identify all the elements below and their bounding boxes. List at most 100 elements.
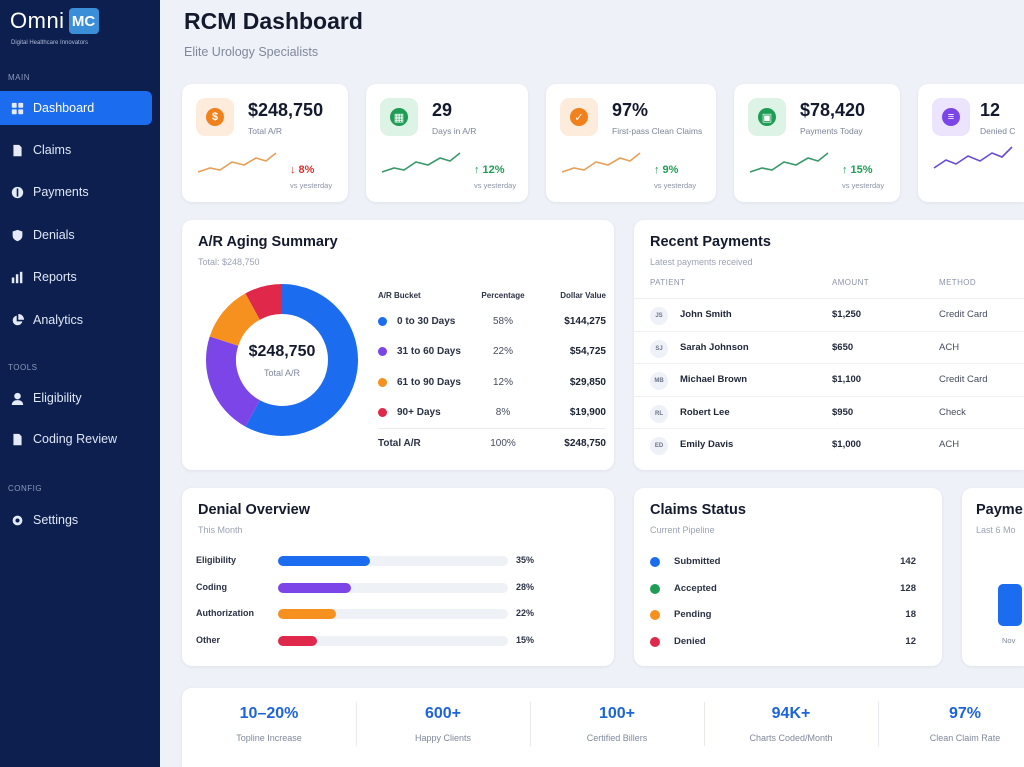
stat-card[interactable]: $ $248,750 Total A/R ↓ 8% vs yesterday bbox=[182, 84, 348, 202]
kpi-item: 600+ Happy Clients bbox=[356, 688, 530, 767]
progress-fill bbox=[278, 582, 352, 593]
column-header: METHOD bbox=[939, 278, 977, 287]
sidebar-item-claims[interactable]: Claims bbox=[0, 133, 152, 167]
section-label-config: CONFIG bbox=[8, 484, 43, 493]
sidebar-item-label: Payments bbox=[33, 185, 89, 199]
recent-payments-card: Recent Payments Latest payments received… bbox=[634, 220, 1024, 470]
dollar-cell: $54,725 bbox=[569, 346, 606, 358]
payment-amount: $950 bbox=[832, 406, 854, 418]
claims-status-row[interactable]: Pending 18 bbox=[650, 608, 916, 622]
kpi-divider bbox=[356, 702, 357, 746]
payment-bar[interactable] bbox=[998, 584, 1022, 626]
stat-icon: ▦ bbox=[380, 98, 418, 136]
progress-track bbox=[278, 635, 508, 646]
ar-aging-card: A/R Aging Summary Total: $248,750 $248,7… bbox=[182, 220, 614, 470]
payment-method: ACH bbox=[939, 341, 960, 353]
percentage-cell: 8% bbox=[495, 407, 511, 419]
stat-glyph-icon: ▦ bbox=[390, 108, 408, 126]
patient-name: Michael Brown bbox=[680, 374, 748, 385]
claims-status-row[interactable]: Submitted 142 bbox=[650, 555, 916, 569]
status-label: Denied bbox=[674, 635, 706, 647]
stat-glyph-icon: $ bbox=[206, 108, 224, 126]
sidebar-item-coding-review[interactable]: Coding Review bbox=[0, 422, 152, 456]
kpi-label: Charts Coded/Month bbox=[749, 733, 833, 743]
stat-value: 29 bbox=[432, 100, 453, 120]
progress-track bbox=[278, 609, 508, 619]
status-dot bbox=[650, 583, 660, 594]
bucket-cell: 0 to 30 Days bbox=[378, 316, 473, 327]
sidebar-item-payments[interactable]: Payments bbox=[0, 175, 152, 209]
denial-percentage: 28% bbox=[516, 581, 535, 592]
kpi-item: 100+ Certified Billers bbox=[530, 688, 704, 767]
bucket-label: 31 to 60 Days bbox=[397, 346, 461, 358]
bucket-label: 61 to 90 Days bbox=[397, 376, 461, 388]
denial-label: Coding bbox=[196, 581, 227, 592]
status-dot bbox=[650, 610, 660, 620]
sidebar-item-dashboard[interactable]: Dashboard bbox=[0, 91, 152, 125]
sidebar-item-reports[interactable]: Reports bbox=[0, 260, 152, 294]
status-count: 128 bbox=[900, 582, 916, 594]
kpi-label: Clean Claim Rate bbox=[929, 733, 1001, 743]
bucket-cell: Total A/R bbox=[378, 438, 421, 450]
avatar: RL bbox=[650, 404, 668, 423]
stat-glyph-icon: ≡ bbox=[942, 108, 960, 126]
card-subtitle: Total: $248,750 bbox=[198, 257, 260, 267]
patient-name: Sarah Johnson bbox=[680, 341, 749, 353]
table-row[interactable]: ED Emily Davis $1,000 ACH bbox=[634, 428, 1024, 460]
donut-slice-90-days[interactable] bbox=[245, 284, 283, 321]
kpi-divider bbox=[530, 702, 531, 746]
sparkline bbox=[197, 152, 277, 173]
table-row[interactable]: MB Michael Brown $1,100 Credit Card bbox=[634, 363, 1024, 395]
stat-comparison: vs yesterday bbox=[654, 181, 697, 190]
sparkline-path bbox=[381, 152, 461, 173]
document-icon bbox=[10, 432, 24, 446]
stat-glyph-icon: ▣ bbox=[758, 108, 776, 126]
bucket-label: 90+ Days bbox=[397, 407, 441, 419]
stat-change: ↑ 9% bbox=[654, 164, 679, 176]
dollar-cell: $19,900 bbox=[569, 407, 606, 419]
sidebar: Omni MC Digital Healthcare Innovators MA… bbox=[0, 0, 160, 767]
card-subtitle: Latest payments received bbox=[650, 257, 753, 267]
donut-slice-0-to-30-days[interactable] bbox=[245, 284, 358, 436]
table-row: 0 to 30 Days 58% $144,275 bbox=[378, 306, 606, 337]
legend-dot bbox=[378, 347, 387, 357]
payment-method: Credit Card bbox=[939, 309, 988, 320]
table-row[interactable]: SJ Sarah Johnson $650 ACH bbox=[634, 330, 1024, 363]
stat-card[interactable]: ✓ 97% First-pass Clean Claims ↑ 9% vs yester… bbox=[546, 84, 716, 202]
column-header: Percentage bbox=[481, 290, 525, 300]
donut-center-label: Total A/R bbox=[263, 368, 301, 378]
stat-card[interactable]: ≡ 12 Denied C bbox=[918, 84, 1024, 202]
percentage-cell: 58% bbox=[492, 315, 513, 327]
stat-icon: $ bbox=[196, 98, 234, 136]
kpi-label: Happy Clients bbox=[414, 733, 472, 743]
donut-slice-31-to-60-days[interactable] bbox=[206, 336, 261, 427]
card-title: Denial Overview bbox=[198, 502, 311, 518]
stat-comparison: vs yesterday bbox=[290, 181, 333, 190]
table-row[interactable]: JS John Smith $1,250 Credit Card bbox=[634, 298, 1024, 330]
table-row[interactable]: RL Robert Lee $950 Check bbox=[634, 395, 1024, 428]
dollar-cell: $29,850 bbox=[569, 376, 606, 388]
page-subtitle: Elite Urology Specialists bbox=[184, 45, 319, 59]
status-label: Pending bbox=[674, 609, 712, 620]
sidebar-item-analytics[interactable]: Analytics bbox=[0, 303, 152, 337]
payment-method: Credit Card bbox=[939, 374, 988, 385]
sidebar-item-label: Dashboard bbox=[33, 101, 95, 115]
sidebar-item-label: Eligibility bbox=[33, 391, 82, 405]
stat-value: $78,420 bbox=[800, 100, 866, 120]
claims-status-row[interactable]: Accepted 128 bbox=[650, 582, 916, 596]
table-row: 90+ Days 8% $19,900 bbox=[378, 398, 606, 429]
sparkline bbox=[933, 146, 1013, 169]
stat-card[interactable]: ▦ 29 Days in A/R ↑ 12% vs yesterday bbox=[366, 84, 528, 202]
brand-logo[interactable]: Omni MC bbox=[10, 8, 99, 34]
sidebar-item-denials[interactable]: Denials bbox=[0, 218, 152, 252]
denial-row: Eligibility 35% bbox=[196, 554, 536, 568]
sidebar-item-eligibility[interactable]: Eligibility bbox=[0, 381, 152, 415]
sidebar-item-settings[interactable]: Settings bbox=[0, 503, 152, 537]
gear-icon bbox=[10, 513, 24, 527]
claims-status-row[interactable]: Denied 12 bbox=[650, 635, 916, 649]
donut-slice-61-to-90-days[interactable] bbox=[209, 293, 261, 347]
sparkline bbox=[561, 152, 641, 173]
kpi-item: 10–20% Topline Increase bbox=[182, 688, 356, 767]
stat-card[interactable]: ▣ $78,420 Payments Today ↑ 15% vs yesterday bbox=[734, 84, 900, 202]
brand-name: Omni bbox=[10, 8, 65, 33]
